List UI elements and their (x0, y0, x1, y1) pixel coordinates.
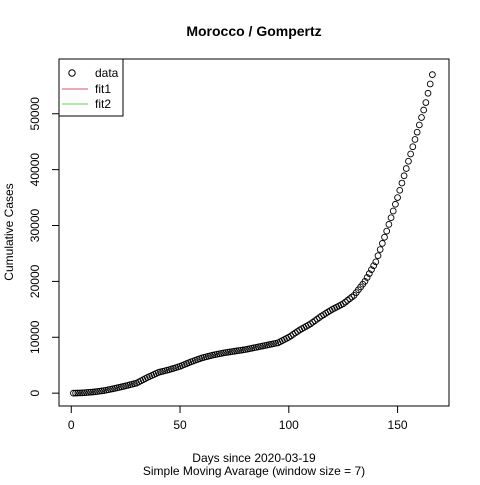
data-point (87, 388, 95, 396)
data-point (339, 300, 347, 308)
data-point (96, 387, 103, 395)
data-point (224, 348, 232, 356)
data-point (83, 389, 90, 396)
data-point (365, 270, 373, 277)
data-point (372, 258, 380, 266)
data-point (74, 389, 82, 397)
data-point (420, 106, 428, 114)
data-point (396, 186, 404, 194)
data-point (311, 317, 319, 325)
data-point (307, 320, 314, 328)
data-point (415, 121, 423, 129)
legend-label-data: data (95, 66, 119, 80)
data-point (379, 240, 386, 247)
y-tick-label: 40000 (28, 153, 42, 187)
y-axis: 0 10000 20000 30000 40000 50000 (28, 97, 60, 396)
data-point (407, 150, 414, 158)
data-point (72, 389, 79, 397)
data-point (76, 389, 84, 397)
data-point (361, 278, 369, 285)
data-point (376, 246, 384, 253)
data-point (239, 346, 247, 354)
data-point (409, 143, 417, 151)
data-point (402, 165, 410, 172)
data-series (70, 71, 436, 397)
legend-box (58, 58, 124, 117)
data-point (226, 348, 234, 356)
data-point (424, 89, 432, 97)
data-point (344, 297, 351, 304)
y-tick-label: 0 (28, 389, 42, 396)
data-point (381, 233, 388, 241)
data-point (89, 388, 97, 396)
data-point (422, 99, 430, 106)
data-point (374, 252, 382, 260)
legend-marker-data (68, 69, 76, 77)
data-point (309, 318, 317, 326)
data-point (429, 71, 436, 79)
y-tick-label: 30000 (28, 209, 42, 243)
chart-subtitle: Simple Moving Avarage (window size = 7) (143, 464, 365, 478)
legend-label-fit1: fit1 (95, 82, 111, 96)
data-point (426, 80, 434, 88)
data-point (70, 389, 77, 397)
data-point (346, 295, 354, 303)
data-point (91, 388, 99, 396)
data-point (348, 293, 356, 301)
data-point (80, 389, 88, 397)
x-axis-label: Days since 2020-03-19 (192, 451, 316, 465)
legend-label-fit2: fit2 (95, 97, 111, 111)
x-axis: 0 50 100 150 (68, 405, 408, 432)
data-point (405, 157, 412, 165)
data-point (228, 348, 236, 355)
y-tick-label: 10000 (28, 320, 42, 354)
y-tick-label: 20000 (28, 264, 42, 298)
data-point (222, 349, 230, 356)
data-point (400, 172, 408, 180)
data-point (85, 389, 93, 396)
data-point (387, 214, 395, 222)
data-point (383, 227, 391, 235)
data-point (398, 179, 406, 187)
y-axis-label: Cumulative Cases (2, 183, 16, 280)
data-point (231, 347, 238, 355)
data-point (363, 274, 371, 281)
data-point (385, 221, 393, 228)
data-point (370, 262, 378, 270)
data-point (392, 200, 399, 208)
data-point (78, 389, 86, 397)
data-point (237, 346, 245, 354)
chart-title: Morocco / Gompertz (186, 23, 321, 39)
data-point (368, 266, 375, 274)
data-point (235, 347, 243, 354)
data-point (411, 136, 419, 143)
data-point (389, 207, 397, 215)
legend: data fit1 fit2 (58, 58, 124, 117)
data-point (233, 347, 240, 355)
data-point (98, 387, 106, 395)
data-point (413, 128, 421, 136)
data-point (394, 194, 401, 201)
data-point (94, 388, 101, 395)
y-tick-label: 50000 (28, 97, 42, 131)
data-point (342, 298, 349, 306)
x-tick-label: 100 (279, 418, 299, 432)
data-point (220, 349, 227, 357)
x-tick-label: 150 (388, 418, 408, 432)
x-tick-label: 50 (173, 418, 187, 432)
data-point (313, 315, 321, 323)
x-tick-label: 0 (68, 418, 75, 432)
data-point (418, 114, 425, 121)
